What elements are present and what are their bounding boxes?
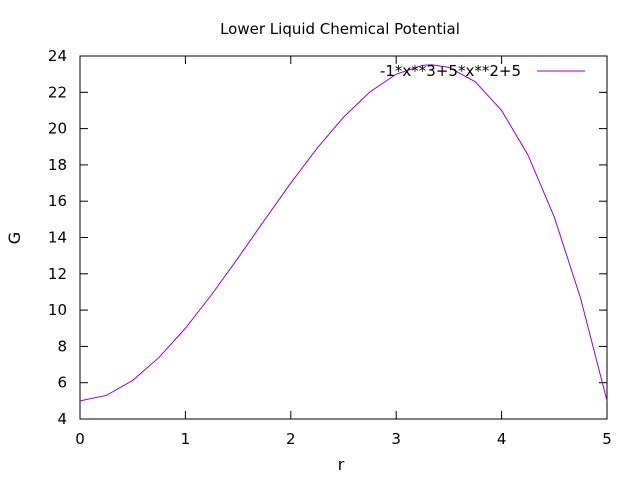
x-axis-label: r: [338, 455, 345, 474]
y-tick-label: 14: [48, 229, 67, 247]
y-tick-label: 12: [48, 265, 67, 283]
series-line: [79, 64, 608, 402]
legend-label: -1*x**3+5*x**2+5: [380, 62, 521, 80]
y-tick-label: 24: [48, 47, 67, 65]
x-tick-label: 0: [75, 430, 85, 448]
y-tick-label: 18: [48, 156, 67, 174]
y-tick-label: 8: [57, 337, 67, 355]
x-tick-label: 2: [286, 430, 296, 448]
y-tick-label: 6: [57, 374, 67, 392]
x-axis: 0 1 2 3 4 5: [75, 56, 612, 448]
y-axis-label: G: [5, 232, 24, 244]
x-tick-label: 4: [497, 430, 507, 448]
plot-area-border: [79, 55, 608, 420]
legend: -1*x**3+5*x**2+5: [380, 62, 585, 80]
y-axis: 4 6 8 10 12 14 16 18 20 22 24: [48, 47, 607, 428]
y-tick-label: 10: [48, 301, 67, 319]
chart-title: Lower Liquid Chemical Potential: [220, 20, 460, 38]
series-layer: [79, 64, 608, 402]
y-tick-label: 20: [48, 120, 67, 138]
x-tick-label: 3: [391, 430, 401, 448]
y-tick-label: 22: [48, 83, 67, 101]
y-tick-label: 16: [48, 192, 67, 210]
y-tick-label: 4: [57, 410, 67, 428]
x-tick-label: 1: [181, 430, 191, 448]
x-tick-label: 5: [602, 430, 612, 448]
